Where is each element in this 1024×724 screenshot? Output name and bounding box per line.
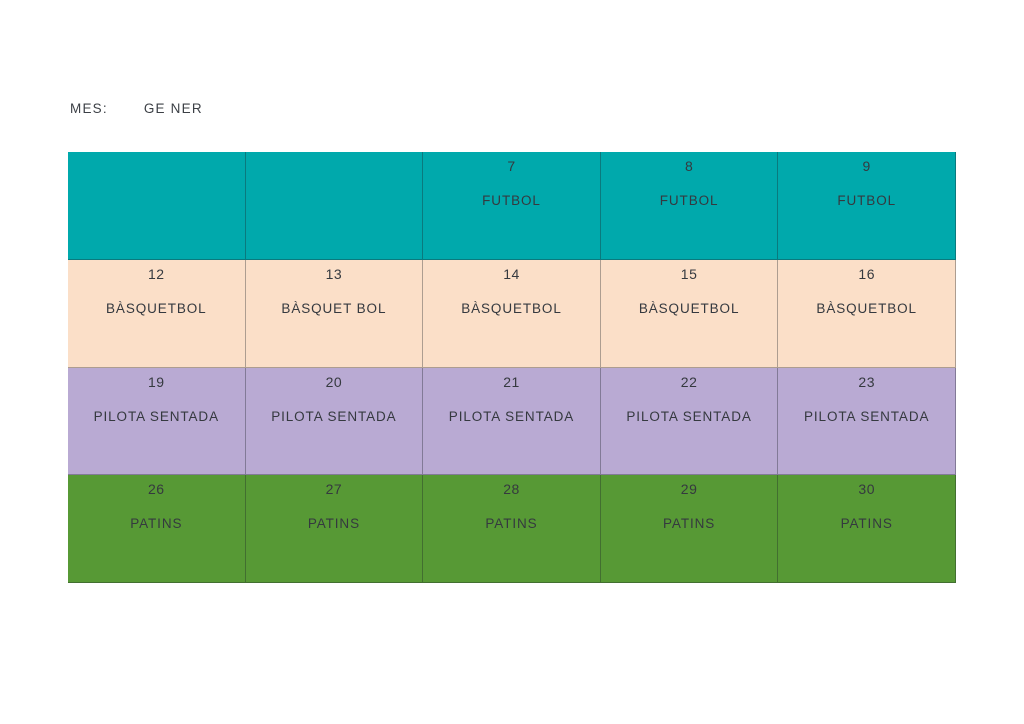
day-number: 7	[507, 158, 516, 174]
calendar-cell-day-15: 15 BÀSQUETBOL	[600, 259, 779, 368]
calendar-cell-empty	[245, 152, 424, 260]
activity-label: PILOTA SENTADA	[448, 408, 575, 424]
calendar-cell-empty	[68, 152, 246, 260]
calendar-cell-day-8: 8 FUTBOL	[600, 152, 779, 260]
day-number: 23	[858, 373, 875, 390]
activity-label: PILOTA SENTADA	[93, 408, 219, 424]
month-label: MES:	[70, 101, 108, 116]
day-number: 14	[503, 265, 520, 282]
activity-label: BÀSQUETBOL	[638, 300, 740, 316]
day-number: 9	[862, 158, 871, 174]
calendar-cell-day-16: 16 BÀSQUETBOL	[778, 259, 956, 368]
calendar-cell-day-26: 26 PATINS	[68, 475, 246, 583]
activity-label: BÀSQUET BOL	[281, 300, 387, 316]
day-number: 22	[680, 373, 698, 390]
month-header: MES: GE NER	[70, 101, 203, 116]
activity-label: FUTBOL	[482, 193, 541, 208]
activity-label: BÀSQUETBOL	[461, 300, 562, 316]
calendar-cell-day-29: 29 PATINS	[600, 475, 779, 583]
day-number: 21	[503, 373, 520, 390]
activity-label: BÀSQUETBOL	[106, 300, 207, 316]
calendar-cell-day-12: 12 BÀSQUETBOL	[68, 259, 246, 368]
calendar-cell-day-23: 23 PILOTA SENTADA	[778, 367, 956, 476]
calendar-cell-day-30: 30 PATINS	[778, 475, 956, 583]
day-number: 13	[325, 265, 343, 282]
day-number: 16	[858, 265, 875, 282]
activity-label: PATINS	[485, 516, 538, 532]
day-number: 30	[858, 481, 875, 498]
calendar-row-futbol: 7 FUTBOL 8 FUTBOL 9 FUTBOL	[68, 152, 956, 260]
activity-label: PILOTA SENTADA	[271, 408, 397, 424]
calendar-cell-day-14: 14 BÀSQUETBOL	[423, 259, 601, 368]
calendar-row-patins: 26 PATINS 27 PATINS 28 PATINS 29 PATINS …	[68, 475, 956, 583]
activity-label: PILOTA SENTADA	[626, 408, 752, 424]
calendar-row-basquetbol: 12 BÀSQUETBOL 13 BÀSQUET BOL 14 BÀSQUETB…	[68, 259, 956, 368]
activity-label: PATINS	[663, 516, 716, 532]
calendar-cell-day-27: 27 PATINS	[245, 475, 424, 583]
calendar-cell-day-21: 21 PILOTA SENTADA	[423, 367, 601, 476]
activity-label: PILOTA SENTADA	[804, 408, 930, 424]
activity-label: BÀSQUETBOL	[816, 300, 917, 316]
calendar-cell-day-9: 9 FUTBOL	[778, 152, 956, 260]
day-number: 28	[503, 481, 520, 498]
calendar-cell-day-19: 19 PILOTA SENTADA	[68, 367, 246, 476]
activity-label: PATINS	[840, 516, 893, 532]
day-number: 29	[680, 481, 698, 498]
calendar-cell-day-28: 28 PATINS	[423, 475, 601, 583]
day-number: 26	[148, 481, 165, 498]
calendar-cell-day-20: 20 PILOTA SENTADA	[245, 367, 424, 476]
day-number: 15	[680, 265, 698, 282]
activity-calendar-table: 7 FUTBOL 8 FUTBOL 9 FUTBOL 12 BÀSQUETBOL…	[68, 152, 956, 583]
day-number: 20	[325, 373, 343, 390]
day-number: 19	[148, 373, 165, 390]
calendar-cell-day-13: 13 BÀSQUET BOL	[245, 259, 424, 368]
day-number	[246, 158, 423, 175]
calendar-row-pilota-sentada: 19 PILOTA SENTADA 20 PILOTA SENTADA 21 P…	[68, 367, 956, 476]
activity-label: PATINS	[307, 516, 360, 532]
activity-label: FUTBOL	[659, 193, 719, 208]
day-number	[68, 158, 245, 175]
activity-label: FUTBOL	[837, 193, 897, 208]
day-number: 12	[148, 265, 165, 282]
day-number: 8	[684, 158, 694, 174]
activity-label: PATINS	[130, 516, 183, 532]
calendar-cell-day-22: 22 PILOTA SENTADA	[600, 367, 779, 476]
month-value: GE NER	[143, 101, 203, 116]
calendar-cell-day-7: 7 FUTBOL	[423, 152, 601, 260]
day-number: 27	[325, 481, 343, 498]
